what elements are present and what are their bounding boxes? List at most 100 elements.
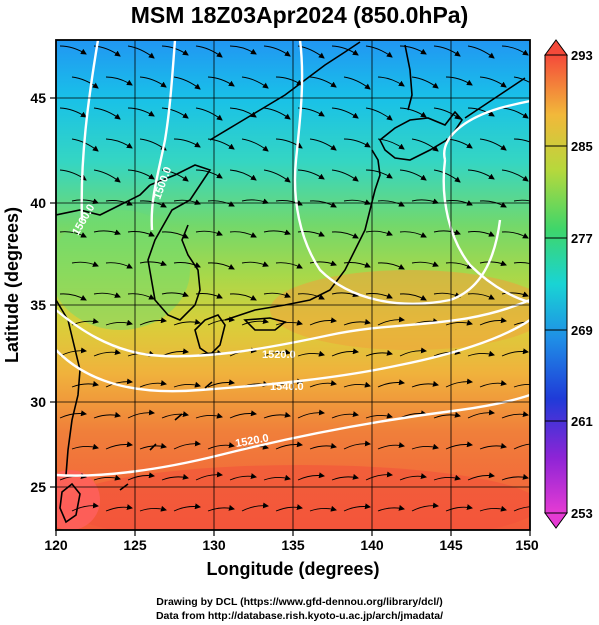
chart-title: MSM 18Z03Apr2024 (850.0hPa) <box>130 2 469 28</box>
streamline <box>263 411 291 419</box>
streamline <box>207 262 235 270</box>
streamline <box>501 45 529 56</box>
y-tick-label: 40 <box>30 195 46 211</box>
streamline <box>479 200 507 208</box>
streamline <box>173 318 201 326</box>
streamline <box>263 107 291 120</box>
streamline <box>229 231 257 238</box>
streamline <box>331 107 359 119</box>
streamline <box>445 441 473 450</box>
streamline <box>71 198 99 205</box>
streamline <box>173 138 201 148</box>
streamline <box>297 350 325 357</box>
streamline <box>501 473 529 481</box>
streamline <box>501 291 529 298</box>
y-tick-label: 25 <box>30 479 46 495</box>
streamline <box>263 349 291 357</box>
streamline <box>71 443 99 450</box>
streamline <box>263 169 291 183</box>
x-tick-label: 135 <box>281 537 305 553</box>
streamline <box>467 472 495 481</box>
streamline <box>445 378 473 388</box>
x-tick-label: 125 <box>123 537 147 553</box>
streamline <box>445 504 473 512</box>
streamline <box>445 262 473 269</box>
colorbar-tick-label: 269 <box>571 323 593 338</box>
streamline <box>365 471 393 481</box>
sakhalin <box>404 44 413 111</box>
y-tick-label: 45 <box>30 90 46 106</box>
streamline <box>501 231 529 239</box>
streamline <box>297 293 325 300</box>
streamline <box>241 138 269 152</box>
korea-coast <box>147 164 212 321</box>
streamline <box>207 200 235 207</box>
x-tick-label: 140 <box>360 537 384 553</box>
streamline <box>399 347 427 357</box>
streamline <box>433 349 461 357</box>
y-tick-label: 35 <box>30 297 46 313</box>
streamline <box>275 504 303 512</box>
streamline <box>229 410 257 419</box>
streamline <box>377 379 405 388</box>
streamline <box>433 169 461 183</box>
streamline <box>139 380 167 388</box>
streamline <box>445 76 473 86</box>
streamline <box>229 473 257 481</box>
colorbar-tick-label: 261 <box>571 414 593 429</box>
streamline <box>309 76 337 88</box>
streamline <box>263 45 291 57</box>
streamline <box>365 107 393 121</box>
contour-label: 1520.0 <box>234 432 269 450</box>
contour-1520-c <box>442 159 530 304</box>
streamline <box>467 350 495 357</box>
streamline <box>513 199 530 202</box>
colorbar-tick-label: 293 <box>571 48 593 63</box>
streamline <box>139 317 167 326</box>
colorbar-min-arrow <box>544 512 568 529</box>
streamline <box>195 107 223 121</box>
japan-kyushu <box>194 314 226 357</box>
streamline <box>71 261 99 267</box>
streamline <box>297 169 325 180</box>
streamline <box>241 261 269 267</box>
taiwan <box>59 482 81 524</box>
x-tick-label: 130 <box>202 537 226 553</box>
streamline <box>343 440 371 450</box>
streamline <box>513 262 530 265</box>
streamline <box>479 138 507 151</box>
streamline <box>513 443 530 450</box>
streamline <box>105 378 133 388</box>
x-tick-label: 150 <box>515 537 539 553</box>
streamline <box>343 262 371 268</box>
contour-1560-a <box>56 393 530 477</box>
streamline <box>343 318 371 326</box>
streamline <box>513 76 530 84</box>
streamline <box>93 107 121 120</box>
streamline <box>479 380 507 388</box>
streamline <box>309 260 337 267</box>
streamline <box>105 319 133 326</box>
streamline <box>207 379 235 388</box>
streamline <box>127 107 155 117</box>
contour-1540-a <box>56 298 530 358</box>
streamline <box>331 169 359 182</box>
streamline <box>343 76 371 90</box>
streamline <box>399 473 427 481</box>
streamline <box>433 45 461 57</box>
streamline <box>331 45 359 56</box>
streamline <box>297 409 325 419</box>
streamline <box>229 45 257 55</box>
streamline <box>161 473 189 481</box>
streamline <box>377 200 405 207</box>
streamline <box>93 169 121 183</box>
streamline <box>173 262 201 268</box>
contour-1520-a <box>293 40 502 305</box>
streamline <box>365 349 393 357</box>
credit-drawing: Drawing by DCL (https://www.gfd-dennou.o… <box>156 596 443 608</box>
streamline <box>59 169 87 181</box>
streamline <box>241 502 269 512</box>
streamline <box>501 348 529 357</box>
tick-marks <box>50 97 531 536</box>
